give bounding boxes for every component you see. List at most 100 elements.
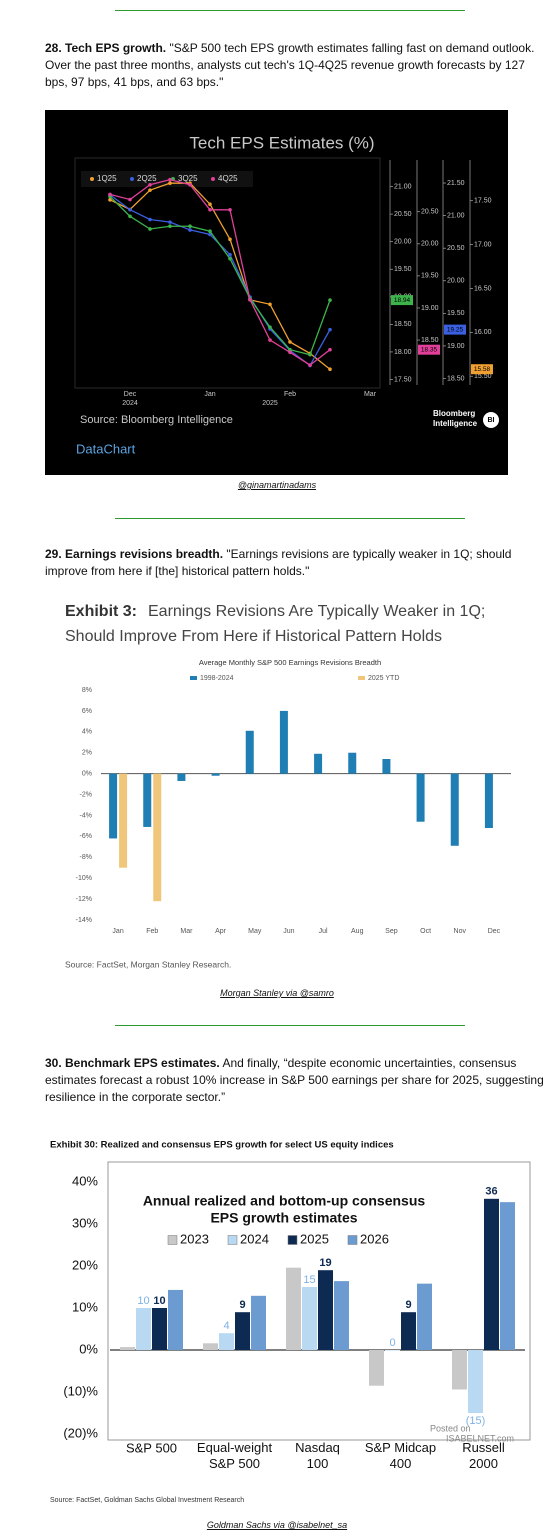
legend-label: 4Q25 <box>218 174 238 183</box>
y-tick-label: -12% <box>76 896 92 903</box>
point <box>188 224 192 229</box>
point <box>228 256 232 261</box>
legend-swatch <box>167 1235 178 1245</box>
bar <box>382 759 391 774</box>
chart-title: EPS growth estimates <box>210 1210 357 1226</box>
legend-label: 2025 <box>300 1231 329 1246</box>
value-label: (15) <box>466 1415 486 1427</box>
x-tick-label: Aug <box>351 928 364 935</box>
y-tick-label: -6% <box>80 833 92 840</box>
value-label: 10 <box>137 1295 149 1307</box>
y-tick-label: 21.50 <box>447 180 465 187</box>
bar <box>177 773 186 781</box>
x-tick-label: Equal-weight S&P 500 <box>197 1440 273 1471</box>
y-tick-label: 17.50 <box>474 198 492 205</box>
bar <box>286 1267 301 1350</box>
x-tick-label: Dec <box>124 391 137 398</box>
y-tick-label: 19.50 <box>421 273 439 280</box>
point <box>268 325 272 329</box>
legend-swatch <box>211 177 215 181</box>
y-tick-label: 20.50 <box>421 209 439 216</box>
bar <box>136 1308 151 1350</box>
y-tick-label: 8% <box>82 687 92 694</box>
point <box>308 352 312 357</box>
divider <box>115 1025 465 1026</box>
value-label: 4 <box>223 1320 229 1332</box>
bar <box>120 1347 135 1350</box>
credit-link[interactable]: Goldman Sachs via @isabelnet_sa <box>206 1520 348 1530</box>
chart-title: Tech EPS Estimates (%) <box>189 133 374 152</box>
value-label: 9 <box>239 1299 245 1311</box>
x-tick-sublabel: 2025 <box>262 400 278 407</box>
point <box>288 340 292 344</box>
bar <box>235 1312 250 1350</box>
point <box>148 188 152 192</box>
y-tick-label: 20.00 <box>421 241 439 248</box>
y-tick-label: 4% <box>82 729 92 736</box>
bar <box>452 1350 467 1390</box>
x-tick-label: Nov <box>454 928 467 935</box>
x-tick-label: Nasdaq 100 <box>295 1440 340 1471</box>
x-tick-sublabel: 2024 <box>122 400 138 407</box>
bar <box>251 1295 266 1350</box>
x-tick-label: Jan <box>112 928 123 935</box>
last-value-label: 15.58 <box>474 366 491 373</box>
legend-swatch <box>130 177 134 181</box>
y-tick-label: 0% <box>82 770 92 777</box>
chart: Exhibit 3: Earnings Revisions Are Typica… <box>65 603 511 969</box>
point <box>168 220 172 224</box>
point <box>228 237 232 242</box>
bar <box>245 730 254 774</box>
bar <box>416 773 425 822</box>
y-tick-label: 19.50 <box>447 310 465 317</box>
x-tick-label: Dec <box>488 928 501 935</box>
last-value-label: 19.25 <box>447 326 464 333</box>
bar <box>314 753 323 774</box>
y-tick-label: 18.50 <box>394 321 412 328</box>
credit-link[interactable]: @ginamartinadams <box>237 480 317 490</box>
legend-label: 2Q25 <box>137 174 157 183</box>
chart-title: Should Improve From Here if Historical P… <box>65 628 442 645</box>
chart-title-lead: Exhibit 3: <box>65 603 137 620</box>
chart-title: Earnings Revisions Are Typically Weaker … <box>148 603 485 620</box>
brand: Bloomberg <box>433 409 475 418</box>
point <box>308 363 312 367</box>
point <box>328 347 332 352</box>
source: Source: FactSet, Goldman Sachs Global In… <box>50 1497 244 1504</box>
y-tick-label: 21.00 <box>447 212 465 219</box>
chart: Tech EPS Estimates (%) Source: Bloomberg… <box>45 110 508 475</box>
bar <box>152 1308 167 1350</box>
bar <box>369 1350 384 1386</box>
y-tick-label: 20.50 <box>447 245 465 252</box>
footer[interactable]: DataChart <box>76 441 136 456</box>
last-value-box <box>444 324 466 335</box>
point <box>328 367 332 372</box>
y-tick-label: 19.00 <box>447 343 465 350</box>
paragraph-text: "S&P 500 tech EPS growth estimates falli… <box>45 41 535 89</box>
credit-link[interactable]: Morgan Stanley via @samro <box>220 988 334 998</box>
y-tick-label: 0% <box>79 1341 98 1356</box>
point <box>128 207 132 212</box>
y-tick-label: -2% <box>80 791 92 798</box>
y-tick-label: 18.50 <box>421 337 439 344</box>
last-value-box <box>391 295 413 306</box>
y-tick-label: 17.50 <box>394 376 412 383</box>
x-tick-label: Jul <box>319 928 328 935</box>
legend-label: 1Q25 <box>97 174 117 183</box>
y-tick-label: -8% <box>80 854 92 861</box>
legend-label: 2024 <box>240 1231 269 1246</box>
legend-swatch <box>347 1235 358 1245</box>
chart-subtitle: Average Monthly S&P 500 Earnings Revisio… <box>199 658 381 667</box>
point <box>328 298 332 302</box>
y-tick-label: 15.50 <box>474 373 492 380</box>
chart: Exhibit 30: Realized and consensus EPS g… <box>50 1140 531 1504</box>
badge: BI <box>488 417 495 424</box>
bar <box>168 1289 183 1350</box>
bar <box>484 1198 499 1350</box>
y-tick-label: 20.00 <box>394 239 412 246</box>
point <box>148 182 152 187</box>
legend-swatch <box>227 1235 238 1245</box>
y-tick-label: 18.50 <box>447 375 465 382</box>
y-tick-label: 20.00 <box>447 278 465 285</box>
divider <box>115 10 465 11</box>
